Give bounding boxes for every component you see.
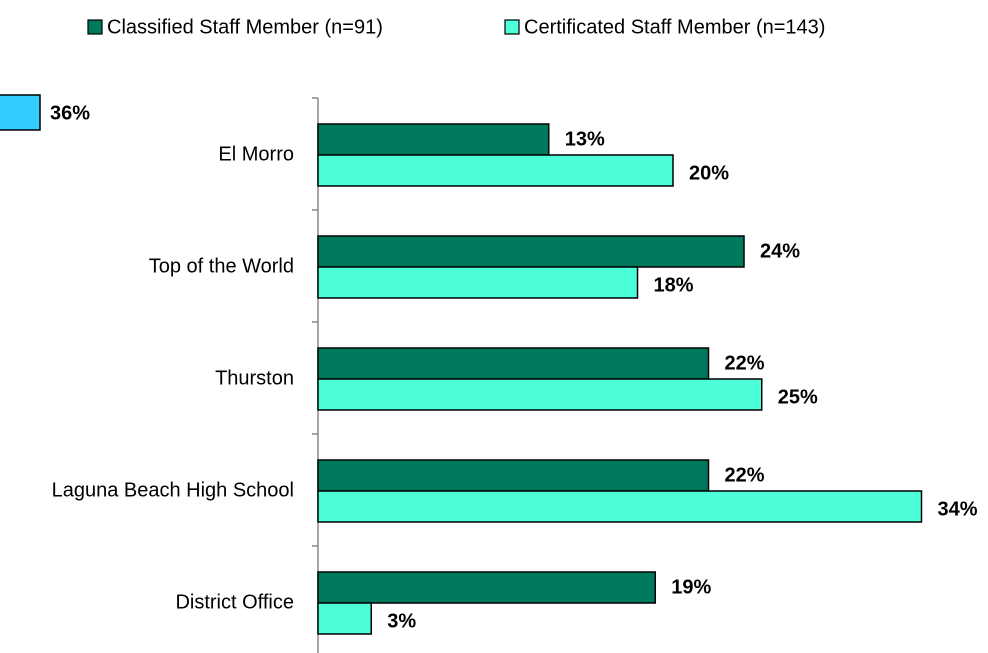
value-label: 18% [654,274,694,296]
legend-swatch [504,19,520,35]
bar [317,459,710,492]
value-label: 22% [725,464,765,486]
bar [317,378,763,411]
value-label: 3% [387,610,416,632]
bar [317,602,372,635]
bar [317,347,710,380]
value-label: 13% [565,128,605,150]
legend-swatch [87,19,103,35]
annotation: 36% [50,102,90,124]
value-label: 22% [725,352,765,374]
legend-label: Classified Staff Member (n=91) [107,16,383,38]
bar [317,123,550,156]
y-tick-label: Laguna Beach High School [52,479,294,501]
legend-label: Certificated Staff Member (n=143) [524,16,825,38]
value-label: 19% [671,576,711,598]
value-label: 24% [760,240,800,262]
y-tick-label: Top of the World [149,255,294,277]
clipped-bar [0,94,41,131]
value-label: 20% [689,162,729,184]
bar [317,490,923,523]
bar [317,235,745,268]
bar [317,154,674,187]
y-tick-label: District Office [175,591,294,613]
bar [317,571,656,604]
value-label: 25% [778,386,818,408]
y-tick-label: El Morro [218,143,294,165]
y-tick-label: Thurston [215,367,294,389]
bar [317,266,639,299]
value-label: 34% [938,498,978,520]
